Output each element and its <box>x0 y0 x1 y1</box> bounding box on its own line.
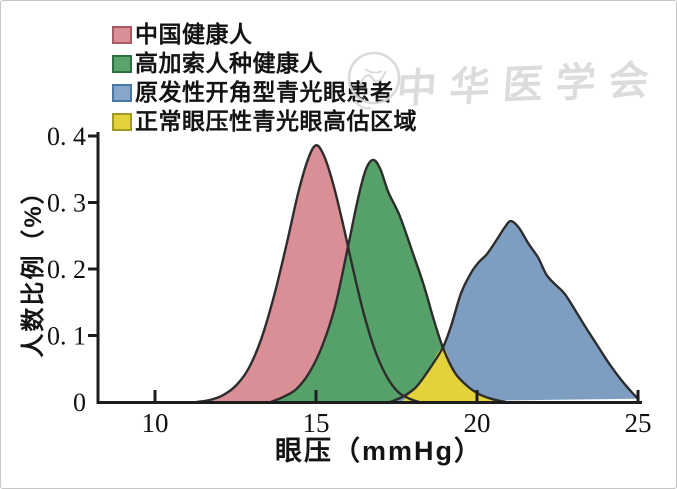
legend-item-0: 中国健康人 <box>112 20 417 49</box>
y-tick-label-4: 0. 4 <box>47 122 86 151</box>
legend-swatch-icon <box>112 83 132 102</box>
y-tick-label-0: 0 <box>73 388 86 417</box>
x-tick-label-1: 15 <box>303 408 330 438</box>
y-tick-label-2: 0. 2 <box>47 255 86 284</box>
legend-label: 正常眼压性青光眼高估区域 <box>135 108 417 134</box>
chart-legend: 中国健康人高加索人种健康人原发性开角型青光眼患者 正常眼压性青光眼高估区域 <box>112 20 417 136</box>
legend-swatch-icon <box>112 54 132 73</box>
legend-label: 高加索人种健康人 <box>135 50 323 76</box>
series-outline-2 <box>388 219 640 404</box>
legend-item-2: 原发性开角型青光眼患者 <box>112 78 417 107</box>
y-tick-label-1: 0. 1 <box>47 322 86 351</box>
series-fill-3 <box>401 347 497 402</box>
legend-swatch-icon <box>112 25 132 44</box>
series-outline-1 <box>269 158 508 404</box>
legend-item-1: 高加索人种健康人 <box>112 49 417 78</box>
legend-swatch-icon <box>112 112 132 131</box>
y-axis-title: 人数比例（%） <box>20 178 47 357</box>
x-tick-label-2: 20 <box>464 408 491 438</box>
x-axis-title: 眼压（mmHg） <box>275 436 483 466</box>
legend-item-3: 正常眼压性青光眼高估区域 <box>112 107 417 136</box>
series-fill-2 <box>390 221 638 402</box>
x-tick-label-0: 10 <box>142 408 169 438</box>
series-outline-0 <box>195 144 421 404</box>
y-tick-label-3: 0. 3 <box>47 189 86 218</box>
series-fill-1 <box>270 159 506 402</box>
x-tick-label-3: 25 <box>625 408 652 438</box>
legend-label: 中国健康人 <box>135 21 253 47</box>
legend-label: 原发性开角型青光眼患者 <box>135 79 394 105</box>
